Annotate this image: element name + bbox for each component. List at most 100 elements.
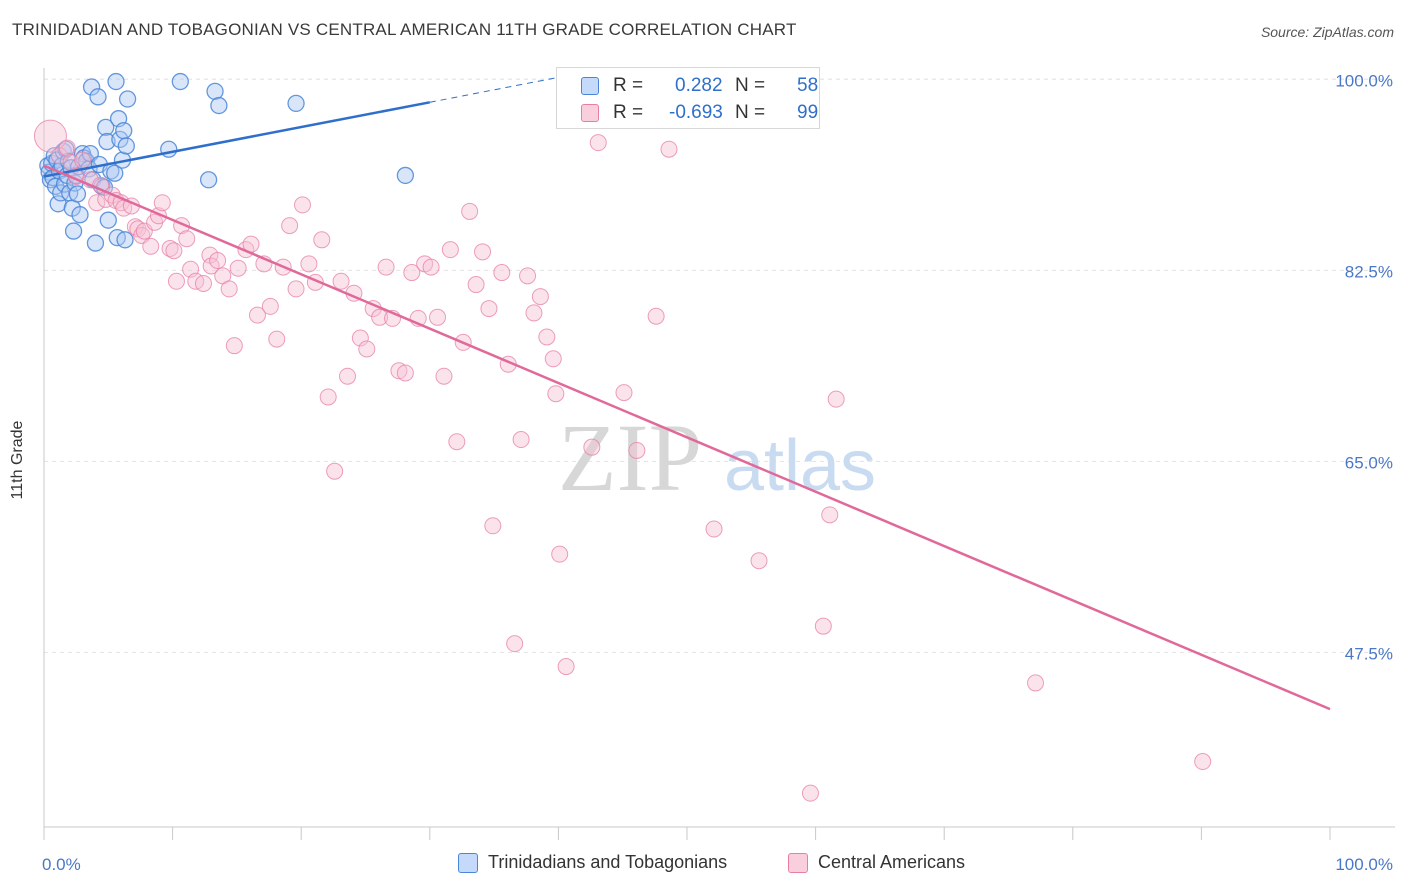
y-tick-label: 65.0%	[1345, 453, 1393, 472]
central-american-point	[225, 337, 243, 355]
central-american-point	[422, 258, 440, 276]
central-american-point	[467, 276, 485, 294]
trinidadian-point	[115, 122, 133, 140]
central-american-point	[589, 134, 607, 152]
central-american-point	[544, 350, 562, 368]
axes	[43, 68, 1395, 840]
trinidadian-trend-extension	[429, 75, 565, 103]
trinidadian-point	[82, 78, 101, 96]
central-american-point	[557, 658, 575, 676]
trinidadian-point	[64, 222, 83, 240]
central-american-point	[396, 364, 414, 382]
central-american-point	[371, 308, 389, 326]
source-label: Source: ZipAtlas.com	[1260, 24, 1394, 40]
central-american-point	[647, 307, 665, 325]
trinidadian-point	[68, 185, 87, 203]
central-american-point	[338, 367, 356, 385]
central-american-point	[660, 140, 678, 158]
central-american-point	[351, 329, 369, 347]
trinidadian-trend-line	[43, 101, 431, 178]
legend-n-value: 58	[797, 75, 819, 96]
bottom-legend-label: Trinidadians and Tobagonians	[488, 852, 728, 872]
grid-lines	[44, 78, 1395, 653]
central-american-point	[429, 308, 447, 326]
bottom-legend-label: Central Americans	[818, 852, 966, 872]
trinidadian-point	[116, 231, 134, 249]
central-american-point	[814, 617, 832, 635]
central-american-point	[448, 433, 466, 451]
trinidadian-point	[117, 137, 135, 155]
central-american-point	[153, 194, 171, 212]
central-american-point	[493, 264, 511, 282]
central-american-point	[220, 280, 238, 298]
trinidadian-point	[106, 164, 124, 182]
trinidadian-point	[287, 94, 305, 113]
x-tick-label-right: 100.0%	[1335, 855, 1393, 874]
trinidadian-point	[171, 72, 189, 91]
legend-n-value: 99	[797, 102, 819, 123]
central-american-point	[313, 231, 331, 249]
central-american-point	[326, 462, 344, 480]
trinidadian-point	[396, 166, 415, 185]
central-american-point	[821, 506, 839, 524]
trinidadian-point	[71, 206, 89, 224]
trinidadian-point	[206, 82, 224, 101]
central-american-point	[167, 272, 185, 290]
central-american-point	[268, 330, 286, 348]
central-american-point	[506, 635, 524, 653]
correlation-legend: R = 0.282 N = 58 R = -0.693 N = 99	[556, 67, 820, 129]
central-american-point	[209, 252, 227, 270]
watermark: ZIP atlas	[558, 404, 876, 511]
trinidadian-point	[86, 234, 105, 252]
x-tick-label-left: 0.0%	[42, 855, 81, 874]
tick-labels: 47.5% 65.0% 82.5% 100.0% 0.0% 100.0%	[42, 71, 1393, 874]
bottom-legend-swatch-pink	[788, 853, 808, 873]
series-trinidadian-points	[39, 72, 415, 252]
central-american-point	[293, 196, 311, 214]
legend-r-value: 0.282	[675, 75, 723, 96]
trinidadian-point	[89, 88, 107, 106]
central-american-point	[33, 119, 67, 153]
central-american-point	[538, 328, 556, 346]
central-american-point	[441, 241, 459, 259]
central-american-point	[583, 438, 601, 456]
trinidadian-point	[111, 130, 129, 149]
central-american-point	[525, 304, 543, 322]
central-american-point	[58, 139, 76, 157]
central-american-point	[474, 243, 492, 261]
central-american-point	[165, 242, 183, 260]
central-american-point	[827, 390, 845, 408]
trinidadian-point	[98, 132, 116, 151]
central-american-point	[435, 367, 453, 385]
legend-swatch-pink	[581, 104, 599, 122]
trinidadian-point	[118, 90, 137, 108]
central-american-point	[750, 552, 768, 570]
central-american-point	[332, 272, 350, 290]
central-american-point	[531, 288, 549, 306]
central-american-point	[628, 441, 646, 459]
central-american-point	[547, 385, 565, 403]
trinidadian-point	[99, 211, 117, 229]
central-american-point	[248, 306, 266, 324]
watermark-atlas: atlas	[724, 426, 876, 506]
central-american-point	[287, 280, 305, 298]
central-american-point	[178, 230, 196, 248]
trinidadian-point	[52, 184, 70, 202]
y-tick-label: 100.0%	[1335, 71, 1393, 90]
central-american-point	[1027, 674, 1045, 692]
trinidadian-point	[107, 72, 125, 91]
central-american-point	[461, 202, 479, 220]
central-american-point	[319, 388, 337, 406]
central-american-point	[358, 340, 376, 358]
central-american-point	[142, 237, 160, 255]
central-american-point	[512, 431, 530, 449]
central-american-point	[1194, 753, 1212, 771]
legend-r-value: -0.693	[669, 102, 723, 123]
central-american-point	[519, 267, 537, 285]
central-american-point	[551, 545, 569, 563]
central-american-point	[194, 274, 212, 292]
legend-r-label: R =	[613, 102, 644, 123]
y-tick-label: 47.5%	[1345, 644, 1393, 663]
central-american-point	[615, 384, 633, 402]
series-central-american-points	[33, 119, 1212, 802]
